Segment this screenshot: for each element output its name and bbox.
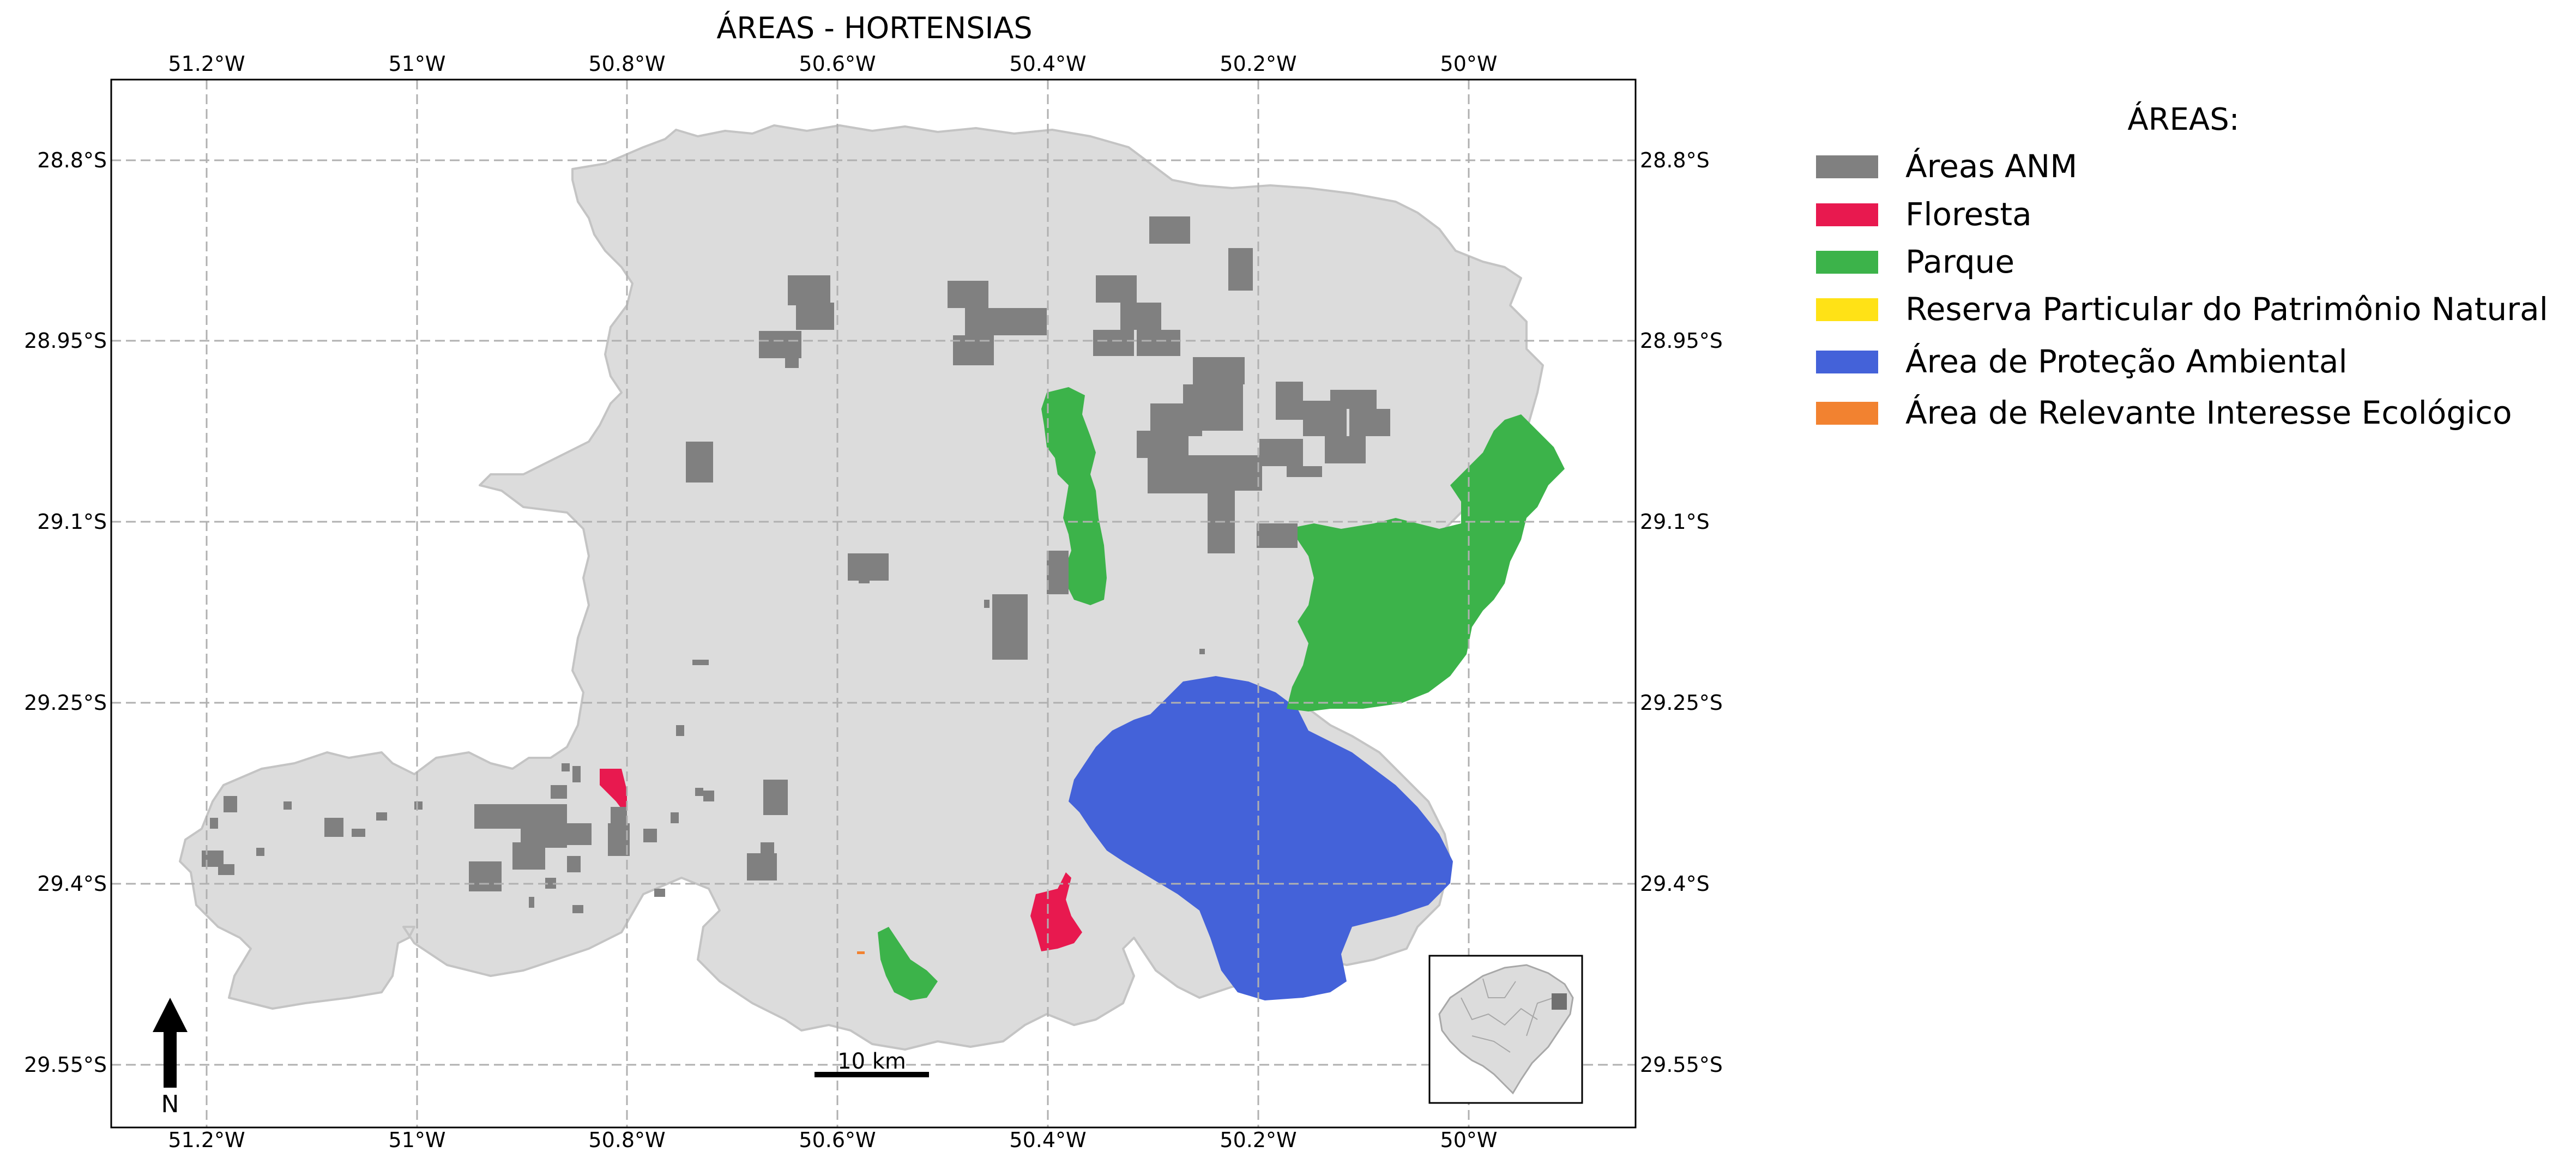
legend-label: Áreas ANM bbox=[1905, 147, 2077, 185]
north-arrow-icon bbox=[153, 998, 188, 1088]
apa-area bbox=[1069, 676, 1453, 1000]
inset-map bbox=[1428, 955, 1583, 1104]
lon-tick-label: 51°W bbox=[389, 52, 446, 76]
lat-ticks-right: 28.8°S 28.95°S 29.1°S 29.25°S 29.4°S 29.… bbox=[1640, 148, 1723, 1077]
lat-tick-label: 29.55°S bbox=[24, 1053, 107, 1077]
scale-bar-label: 10 km bbox=[837, 1049, 906, 1074]
legend-swatch-rppn bbox=[1816, 298, 1878, 321]
north-label: N bbox=[161, 1090, 179, 1118]
lat-ticks-left: 28.8°S 28.95°S 29.1°S 29.25°S 29.4°S 29.… bbox=[24, 148, 107, 1077]
locator-map-icon bbox=[1438, 964, 1574, 1095]
lon-tick-label: 50°W bbox=[1440, 1128, 1498, 1152]
lon-tick-label: 50.4°W bbox=[1009, 52, 1086, 76]
north-arrow: N bbox=[153, 998, 188, 1118]
lat-tick-label: 29.1°S bbox=[1640, 510, 1710, 534]
floresta-south bbox=[1030, 872, 1082, 951]
graticule bbox=[111, 80, 1636, 1127]
lon-tick-label: 50.4°W bbox=[1009, 1128, 1086, 1152]
legend-label: Parque bbox=[1905, 243, 2014, 280]
lat-tick-label: 29.55°S bbox=[1640, 1053, 1723, 1077]
legend-swatch-anm bbox=[1816, 155, 1878, 178]
lat-tick-label: 29.4°S bbox=[1640, 872, 1710, 896]
map-title: ÁREAS - HORTENSIAS bbox=[716, 11, 1032, 45]
legend-swatch-arie bbox=[1816, 402, 1878, 425]
map-frame bbox=[110, 79, 1637, 1129]
floresta-north bbox=[600, 769, 627, 812]
lon-ticks-top: 51.2°W 51°W 50.8°W 50.6°W 50.4°W 50.2°W … bbox=[168, 52, 1497, 76]
lon-tick-label: 50.2°W bbox=[1220, 1128, 1296, 1152]
parque-south bbox=[878, 927, 938, 1000]
lon-tick-label: 50.6°W bbox=[799, 52, 876, 76]
legend-title: ÁREAS: bbox=[2127, 102, 2239, 137]
lon-tick-label: 51°W bbox=[389, 1128, 446, 1152]
lon-ticks-bottom: 51.2°W 51°W 50.8°W 50.6°W 50.4°W 50.2°W … bbox=[168, 1128, 1497, 1152]
parque-central bbox=[1041, 387, 1107, 605]
lon-tick-label: 51.2°W bbox=[168, 52, 245, 76]
anm-areas bbox=[202, 216, 1390, 913]
legend-label: Área de Proteção Ambiental bbox=[1905, 342, 2348, 380]
lon-tick-label: 50°W bbox=[1440, 52, 1498, 76]
legend-label: Reserva Particular do Patrimônio Natural bbox=[1905, 291, 2548, 328]
arie-area bbox=[857, 951, 865, 954]
lat-tick-label: 28.95°S bbox=[24, 329, 107, 353]
parque-east bbox=[1287, 414, 1565, 711]
scale-bar: 10 km bbox=[815, 1049, 929, 1077]
lat-tick-label: 28.8°S bbox=[1640, 148, 1710, 172]
lon-tick-label: 51.2°W bbox=[168, 1128, 245, 1152]
lat-tick-label: 29.25°S bbox=[24, 691, 107, 715]
scale-bar-line bbox=[815, 1072, 929, 1077]
legend-swatch-apa bbox=[1816, 351, 1878, 373]
legend-swatch-floresta bbox=[1816, 203, 1878, 226]
lat-tick-label: 28.8°S bbox=[37, 148, 107, 172]
lon-tick-label: 50.2°W bbox=[1220, 52, 1296, 76]
legend-label: Floresta bbox=[1905, 196, 2032, 233]
lat-tick-label: 29.4°S bbox=[37, 872, 107, 896]
lon-tick-label: 50.6°W bbox=[799, 1128, 876, 1152]
map-area bbox=[111, 80, 1636, 1127]
legend-label: Área de Relevante Interesse Ecológico bbox=[1905, 394, 2512, 431]
lon-tick-label: 50.8°W bbox=[588, 52, 665, 76]
lat-tick-label: 28.95°S bbox=[1640, 329, 1723, 353]
lat-tick-label: 29.25°S bbox=[1640, 691, 1723, 715]
legend-swatch-parque bbox=[1816, 251, 1878, 274]
lat-tick-label: 29.1°S bbox=[37, 510, 107, 534]
legend: ÁREAS: Áreas ANM Floresta Parque Reserva… bbox=[1816, 102, 2548, 431]
lon-tick-label: 50.8°W bbox=[588, 1128, 665, 1152]
